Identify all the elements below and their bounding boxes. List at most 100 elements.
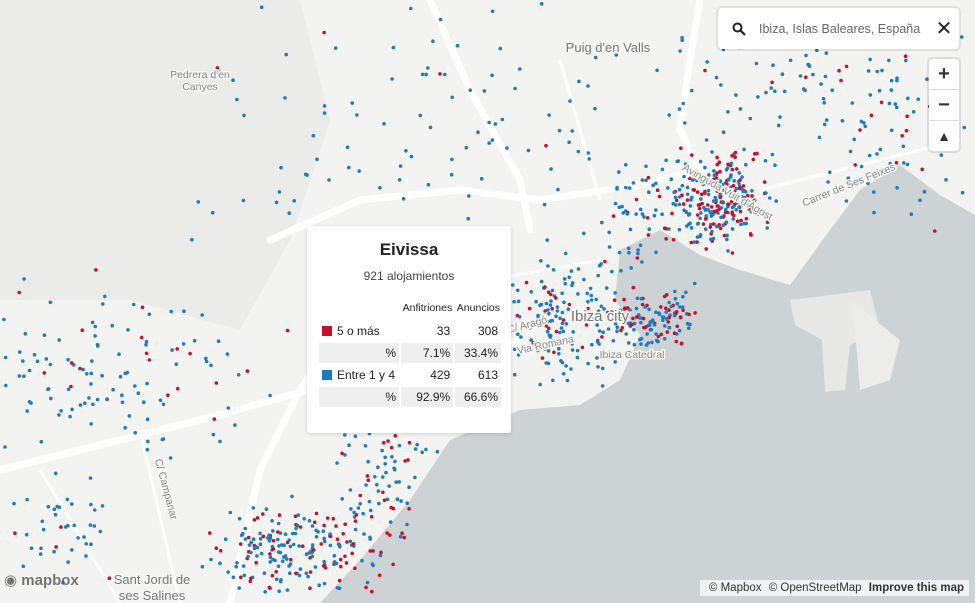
listing-dot bbox=[281, 555, 286, 559]
listing-dot bbox=[675, 324, 680, 329]
listing-dot bbox=[63, 525, 68, 529]
listing-dot bbox=[540, 356, 545, 360]
listing-dot bbox=[635, 256, 640, 260]
listing-dot bbox=[526, 148, 531, 153]
listing-dot bbox=[889, 78, 894, 83]
listing-dot bbox=[597, 342, 601, 346]
listing-dot bbox=[595, 356, 599, 360]
cell: 66.6% bbox=[455, 387, 501, 407]
listing-dot bbox=[290, 494, 294, 499]
listing-dot bbox=[304, 552, 309, 556]
listing-dot bbox=[200, 564, 205, 569]
listing-dot bbox=[801, 87, 806, 91]
listing-dot bbox=[696, 203, 701, 207]
listing-dot bbox=[887, 58, 891, 63]
listing-dot bbox=[449, 172, 454, 177]
listing-dot bbox=[596, 273, 600, 278]
zoom-in[interactable]: + bbox=[929, 59, 959, 90]
listing-dot bbox=[348, 539, 353, 544]
listing-dot bbox=[524, 280, 529, 285]
listing-dot bbox=[590, 317, 595, 322]
listing-dot bbox=[704, 214, 708, 218]
listing-dot bbox=[547, 311, 551, 316]
listing-dot bbox=[619, 269, 623, 273]
listing-dot bbox=[588, 286, 593, 291]
listing-dot bbox=[144, 342, 148, 347]
listing-dot bbox=[684, 290, 688, 295]
listing-dot bbox=[711, 177, 716, 182]
listing-dot bbox=[726, 178, 731, 182]
listing-dot bbox=[322, 539, 327, 544]
listing-dot bbox=[659, 332, 663, 337]
listing-dot bbox=[424, 72, 429, 77]
listing-dot bbox=[666, 186, 670, 190]
listing-dot bbox=[27, 368, 32, 373]
listing-dot bbox=[678, 49, 682, 53]
listing-dot bbox=[685, 192, 690, 197]
listing-dot bbox=[730, 191, 734, 196]
listing-dot bbox=[895, 76, 899, 80]
zoom-out[interactable]: − bbox=[929, 90, 959, 121]
legend-swatch bbox=[322, 326, 332, 336]
listing-dot bbox=[247, 543, 252, 547]
listing-dot bbox=[278, 550, 283, 555]
logo-text[interactable]: mapbox bbox=[21, 572, 79, 589]
listing-dot bbox=[340, 451, 344, 456]
listing-dot bbox=[830, 88, 834, 92]
listing-dot bbox=[780, 72, 785, 76]
listing-dot bbox=[21, 564, 26, 568]
listing-dot bbox=[334, 524, 338, 528]
listing-dot bbox=[364, 585, 368, 590]
listing-dot bbox=[88, 476, 93, 480]
listing-dot bbox=[46, 504, 51, 509]
listing-dot bbox=[826, 180, 830, 184]
attribution-link[interactable]: © Mapbox bbox=[708, 582, 762, 594]
listing-dot bbox=[685, 321, 690, 326]
listing-dot bbox=[632, 342, 637, 347]
listing-dot bbox=[600, 366, 605, 371]
listing-dot bbox=[131, 302, 136, 307]
listing-dot bbox=[347, 165, 351, 170]
listing-dot bbox=[268, 536, 273, 540]
search-box[interactable]: Ibiza, Islas Baleares, España ✕ bbox=[718, 8, 959, 49]
listing-dot bbox=[909, 212, 914, 216]
compass[interactable]: ▲ bbox=[937, 128, 951, 144]
listing-dot bbox=[145, 381, 149, 386]
listing-dot bbox=[639, 342, 643, 346]
listing-dot bbox=[681, 101, 685, 106]
listing-dot bbox=[293, 514, 298, 519]
listing-dot bbox=[546, 290, 551, 295]
mapbox-logo[interactable]: ◉ mapbox bbox=[4, 572, 79, 589]
listing-dot bbox=[895, 105, 899, 110]
listing-dot bbox=[652, 323, 657, 327]
listing-dot bbox=[354, 513, 359, 517]
attribution-link[interactable]: © OpenStreetMap bbox=[768, 582, 862, 594]
search-query[interactable]: Ibiza, Islas Baleares, España bbox=[759, 21, 921, 36]
listing-dot bbox=[348, 488, 353, 492]
listing-dot bbox=[233, 423, 237, 427]
listing-dot bbox=[577, 79, 581, 84]
listing-dot bbox=[123, 426, 127, 430]
listing-dot bbox=[729, 161, 734, 166]
listing-dot bbox=[12, 501, 16, 506]
attribution-link[interactable]: Improve this map bbox=[868, 582, 964, 594]
listing-dot bbox=[2, 317, 6, 322]
listing-dot bbox=[705, 60, 709, 64]
listing-dot bbox=[243, 526, 248, 531]
listing-dot bbox=[631, 285, 636, 290]
listing-dot bbox=[208, 531, 212, 535]
listing-dot bbox=[68, 414, 72, 419]
listing-dot bbox=[297, 544, 301, 548]
listing-dot bbox=[29, 546, 34, 551]
listing-dot bbox=[719, 215, 723, 220]
listing-dot bbox=[655, 68, 659, 73]
listing-dot bbox=[641, 316, 646, 321]
clear-button[interactable]: ✕ bbox=[935, 18, 953, 40]
listing-dot bbox=[903, 54, 908, 58]
listing-dot bbox=[367, 499, 372, 504]
listing-dot bbox=[249, 576, 253, 581]
listing-dot bbox=[737, 171, 741, 175]
listing-dot bbox=[23, 332, 28, 336]
listing-dot bbox=[699, 192, 704, 196]
